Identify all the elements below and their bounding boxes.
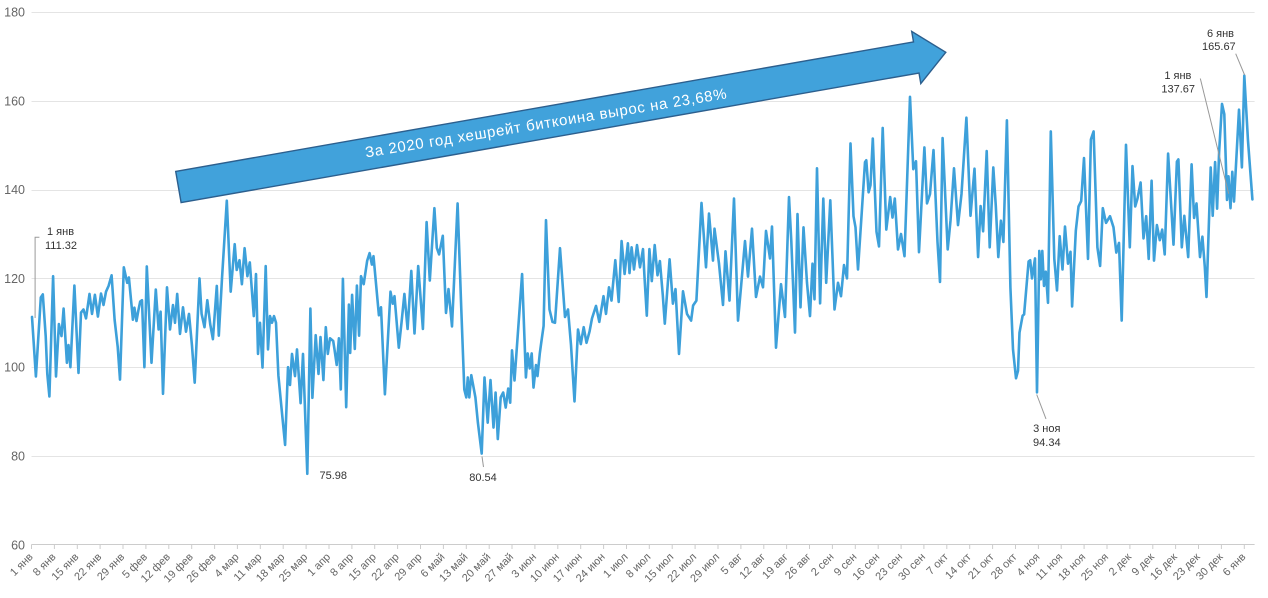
svg-text:75.98: 75.98 — [320, 470, 348, 482]
svg-text:За 2020 год хешрейт биткоина в: За 2020 год хешрейт биткоина вырос на 23… — [364, 85, 729, 161]
svg-text:94.34: 94.34 — [1033, 437, 1061, 449]
svg-text:1 янв: 1 янв — [47, 226, 74, 238]
svg-text:1 янв: 1 янв — [1164, 70, 1191, 82]
svg-text:26 авг: 26 авг — [783, 551, 814, 582]
svg-text:180: 180 — [4, 6, 25, 20]
svg-text:165.67: 165.67 — [1202, 41, 1236, 53]
svg-text:137.67: 137.67 — [1161, 83, 1195, 95]
svg-text:100: 100 — [4, 361, 25, 375]
svg-text:6 янв: 6 янв — [1221, 551, 1249, 579]
svg-text:80: 80 — [11, 450, 25, 464]
svg-text:2 сен: 2 сен — [809, 551, 836, 578]
svg-text:160: 160 — [4, 94, 25, 108]
svg-text:80.54: 80.54 — [469, 472, 497, 484]
svg-text:1 янв: 1 янв — [8, 551, 36, 579]
svg-text:120: 120 — [4, 272, 25, 286]
svg-text:140: 140 — [4, 183, 25, 197]
svg-text:3 ноя: 3 ноя — [1033, 423, 1060, 435]
svg-text:2 дек: 2 дек — [1107, 551, 1134, 578]
svg-text:1 июл: 1 июл — [601, 551, 631, 581]
svg-text:28 окт: 28 окт — [989, 551, 1020, 582]
svg-text:111.32: 111.32 — [45, 240, 77, 252]
svg-text:60: 60 — [11, 538, 25, 552]
svg-text:1 апр: 1 апр — [305, 551, 333, 579]
svg-text:6 янв: 6 янв — [1207, 28, 1234, 40]
